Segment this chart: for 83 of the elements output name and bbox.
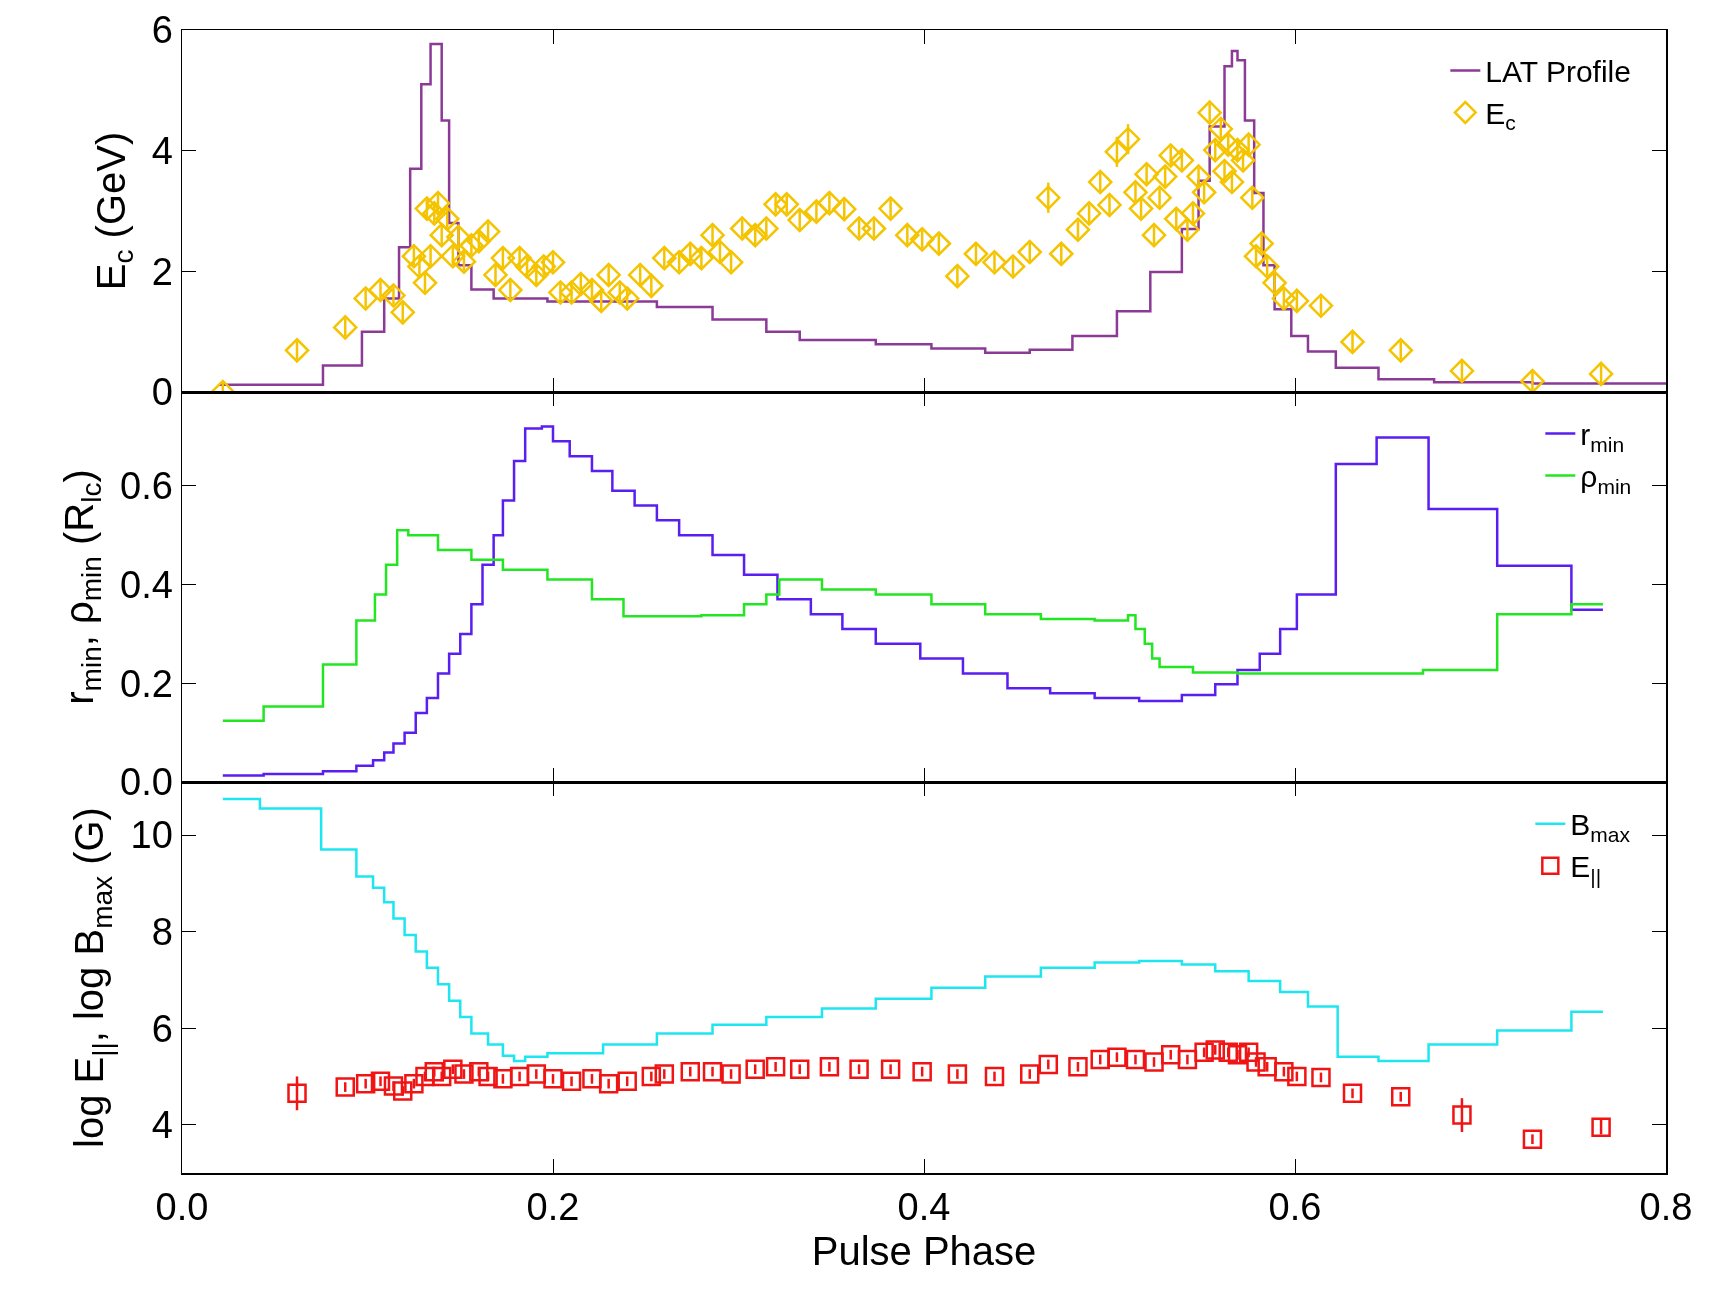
point [1246, 1052, 1266, 1072]
point [355, 1073, 376, 1094]
point [1390, 1086, 1411, 1107]
y-tick-label: 4 [151, 1104, 173, 1147]
legend-label: B$_{max}$ [1570, 808, 1631, 846]
point [582, 1069, 602, 1089]
point [1287, 1066, 1307, 1087]
point [598, 1073, 619, 1094]
point [478, 1066, 498, 1087]
x-tick-label: 0.2 [526, 1186, 580, 1229]
point [1238, 1042, 1259, 1063]
point [383, 1076, 404, 1096]
point [1311, 1067, 1331, 1088]
point [443, 1059, 463, 1079]
point [680, 1061, 701, 1082]
point [1177, 1049, 1198, 1070]
legend-label: E$_{||}$ [1570, 850, 1602, 888]
point [1591, 1117, 1611, 1137]
y-tick-label: 0.2 [120, 662, 173, 705]
point [984, 1066, 1005, 1087]
y-tick-label: 2 [151, 250, 173, 293]
x-axis-title: Pulse Phase [811, 1229, 1037, 1274]
point [469, 1061, 489, 1082]
point [1090, 1049, 1110, 1070]
y-tick-label: 0.4 [120, 563, 173, 606]
point [1107, 1047, 1127, 1067]
point [1068, 1057, 1088, 1077]
point [641, 1066, 662, 1087]
point [1257, 1057, 1277, 1077]
point [1342, 1083, 1363, 1104]
point [947, 1064, 968, 1084]
point [526, 1064, 547, 1084]
point [789, 1059, 810, 1079]
y-tick-label: 6 [151, 9, 173, 52]
x-tick-label: 0.4 [897, 1186, 951, 1229]
legend-label: E$_{c}$ [1485, 97, 1516, 135]
point [880, 1059, 901, 1079]
point [370, 1071, 391, 1092]
x-tick-label: 0.6 [1268, 1186, 1322, 1229]
y-tick-label: 10 [130, 814, 173, 857]
point [335, 1077, 355, 1097]
point [392, 1081, 413, 1101]
point [1522, 1129, 1543, 1149]
point [424, 1061, 445, 1082]
point [1218, 1042, 1238, 1063]
point [404, 1073, 424, 1094]
point [493, 1069, 513, 1089]
point [617, 1071, 637, 1092]
legend-label: LAT Profile [1485, 55, 1631, 89]
y-tick-label: 0.6 [120, 465, 173, 508]
y-tick-label: 0.0 [120, 761, 173, 804]
y-tick-label: 8 [151, 910, 173, 953]
point [509, 1066, 530, 1087]
point [654, 1064, 675, 1084]
point [849, 1059, 869, 1079]
point [912, 1061, 932, 1082]
point [1205, 1040, 1225, 1060]
point [1019, 1064, 1040, 1084]
point [1038, 1054, 1059, 1075]
point [721, 1064, 741, 1084]
point [561, 1071, 582, 1092]
point [1144, 1052, 1164, 1072]
point [1274, 1061, 1294, 1082]
point [1160, 1044, 1181, 1065]
point [1125, 1049, 1146, 1070]
x-tick-label: 0.8 [1639, 1186, 1693, 1229]
point [745, 1059, 765, 1079]
y-tick-label: 0 [151, 371, 173, 414]
y-tick-label: 6 [151, 1007, 173, 1050]
point [1227, 1044, 1248, 1065]
point [454, 1064, 474, 1084]
legend-label: r$_{min}$ [1580, 418, 1625, 456]
point [543, 1069, 563, 1089]
point [819, 1057, 840, 1077]
point [702, 1061, 723, 1082]
point [765, 1057, 786, 1077]
point [1194, 1042, 1214, 1063]
y-tick-label: 4 [151, 129, 173, 172]
point [415, 1066, 435, 1087]
point [287, 1083, 307, 1104]
point [1452, 1105, 1472, 1125]
point [431, 1066, 452, 1087]
legend-label: ρ$_{min}$ [1580, 460, 1632, 498]
